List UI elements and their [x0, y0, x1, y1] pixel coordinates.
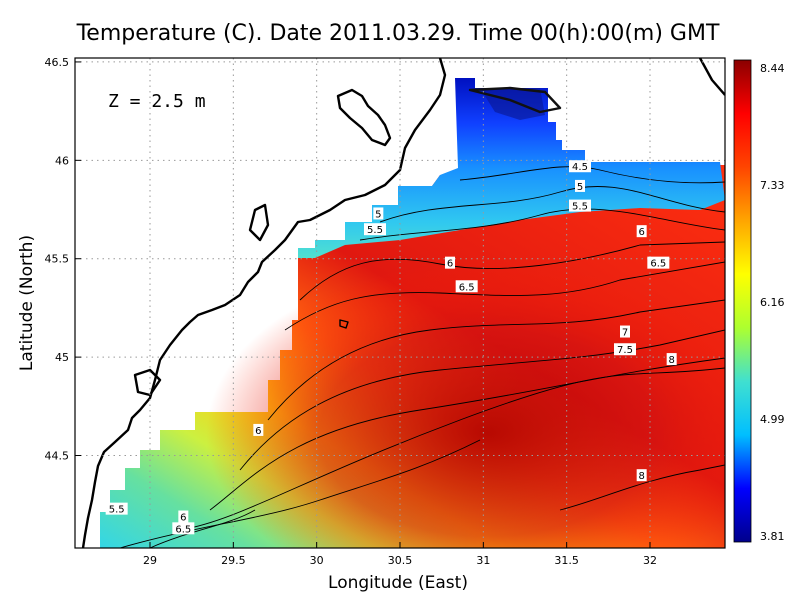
colorbar-tick-label: 3.81 [760, 530, 785, 543]
x-axis-ticks: 29 29.5 30 30.5 31 31.5 32 [143, 542, 657, 567]
colorbar-gradient [733, 59, 752, 543]
contour-label-bg [172, 522, 195, 535]
contour-label-bg [105, 502, 128, 515]
x-axis-label: Longitude (East) [328, 573, 468, 593]
contour-label-bg [364, 223, 386, 236]
contour-label-bg [614, 343, 636, 356]
y-tick-label: 46.5 [45, 56, 70, 69]
x-tick-label: 30.5 [388, 554, 413, 567]
y-tick-label: 46 [55, 154, 69, 167]
chart-title: Temperature (C). Date 2011.03.29. Time 0… [76, 21, 720, 46]
contour-label: 4.5 [572, 162, 588, 173]
contour-label: 8 [668, 355, 674, 366]
contour-label: 6 [255, 426, 261, 437]
x-tick-label: 30 [310, 554, 324, 567]
colorbar-tick-label: 4.99 [760, 413, 785, 426]
contour-label: 7.5 [617, 345, 633, 356]
y-tick-label: 45 [55, 351, 69, 364]
contour-lines [119, 166, 725, 548]
contour-label-bg [647, 256, 670, 269]
contour-label: 8 [638, 471, 644, 482]
contour-label-bg [636, 225, 647, 238]
contour-label-bg [636, 469, 647, 482]
contour-label: 7 [622, 328, 628, 339]
contour-label-bg [253, 423, 264, 436]
contour-label-bg [445, 256, 455, 269]
contour-label: 6.5 [459, 282, 475, 293]
y-tick-label: 44.5 [45, 450, 70, 463]
colorbar-tick-label: 6.16 [760, 296, 785, 309]
colorbar-tick-label: 7.33 [760, 179, 785, 192]
x-tick-label: 29 [143, 554, 157, 567]
contour-label-bg [620, 325, 630, 338]
contour-label: 5.5 [572, 202, 588, 213]
depth-annotation: Z = 2.5 m [108, 91, 206, 112]
coastline [81, 58, 725, 548]
contour-label-bg [569, 160, 591, 173]
colorbar-ticks: 8.44 7.33 6.16 4.99 3.81 [760, 62, 785, 543]
y-tick-label: 45.5 [45, 253, 70, 266]
contour-label: 6 [180, 513, 186, 524]
contour-label: 5.5 [367, 225, 383, 236]
colorbar: 8.44 7.33 6.16 4.99 3.81 [733, 59, 785, 543]
contour-label-bg [575, 179, 585, 192]
cold-bay-field [298, 78, 725, 258]
x-tick-label: 31.5 [554, 554, 579, 567]
contour-label: 6 [638, 227, 644, 238]
contour-label-bg [455, 280, 478, 293]
contour-label: 6 [447, 259, 453, 270]
contour-label: 6.5 [650, 259, 666, 270]
x-tick-label: 31 [476, 554, 490, 567]
y-axis-label: Latitude (North) [17, 235, 37, 371]
contour-label-bg [569, 199, 591, 212]
contour-label: 6.5 [175, 524, 191, 535]
contour-label-bg [666, 353, 677, 366]
contour-label-bg [178, 510, 189, 523]
contour-label-bg [373, 207, 384, 220]
grid-lines [75, 58, 725, 548]
contour-label: 5 [577, 182, 583, 193]
contour-label: 5.5 [109, 505, 125, 516]
colorbar-tick-label: 8.44 [760, 62, 785, 75]
x-tick-label: 32 [643, 554, 657, 567]
contour-label: 5 [375, 209, 381, 220]
y-axis-ticks: 44.5 45 45.5 46 46.5 [45, 56, 81, 463]
x-tick-label: 29.5 [221, 554, 246, 567]
